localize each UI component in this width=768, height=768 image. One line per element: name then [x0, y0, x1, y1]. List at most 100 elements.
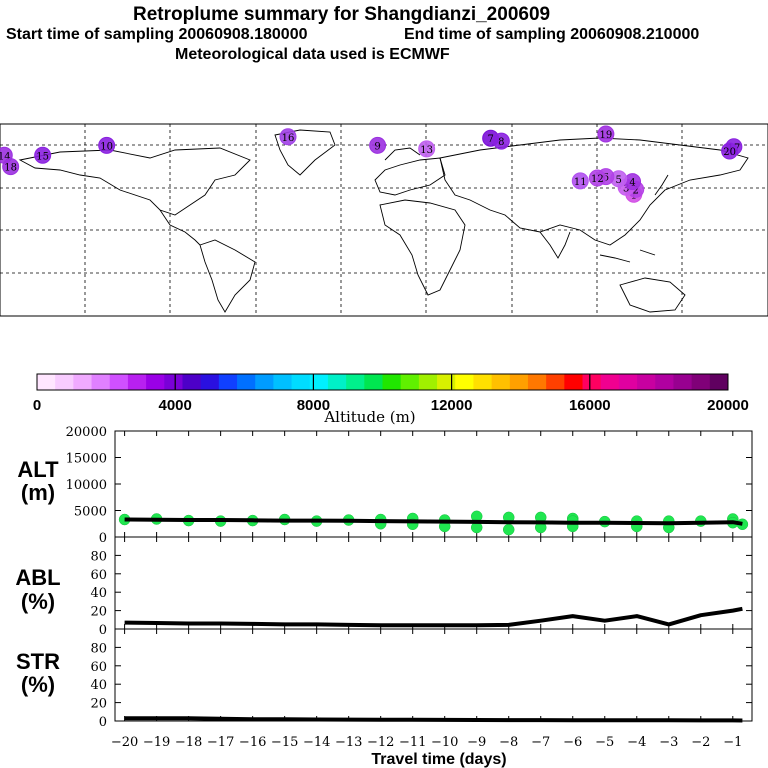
x-tick-label: −4: [627, 735, 646, 750]
colorbar-cell: [455, 374, 474, 390]
x-tick-label: −10: [431, 735, 458, 750]
colorbar-cell: [709, 374, 729, 390]
map-marker-15: 15: [34, 146, 52, 164]
colorbar-cell: [37, 374, 56, 390]
colorbar-tick-label: 0: [33, 397, 41, 414]
x-tick-label: −12: [367, 735, 394, 750]
colorbar-cell: [618, 374, 638, 390]
map-marker-label: 9: [374, 141, 380, 152]
map-marker-9: 9: [369, 136, 387, 154]
map-marker-18: 18: [2, 158, 20, 176]
alt-label-line1: ALT: [17, 457, 59, 482]
alt-series-line: [124, 517, 743, 526]
map-marker-dot: [571, 172, 589, 190]
map-marker-16: 16: [279, 128, 297, 146]
x-tick-label: −11: [399, 735, 426, 750]
colorbar-cell: [73, 374, 93, 390]
map-marker-label: 5: [615, 175, 621, 186]
time-series-panels: ALT (m) ABL (%) STR (%) 0 5000 10000 15000 2…: [15, 425, 753, 768]
colorbar-cell: [418, 374, 438, 390]
colorbar-tick-label: 16000: [569, 397, 611, 414]
y-tick-label: 0: [99, 623, 107, 638]
map-marker-4: 4: [624, 173, 642, 191]
colorbar-cell: [255, 374, 274, 390]
y-tick-label: 60: [90, 568, 107, 583]
x-tick-label: −8: [499, 735, 518, 750]
abl-label-line1: ABL: [15, 565, 60, 590]
map-marker-19: 19: [597, 125, 615, 143]
page-title: Retroplume summary for Shangdianzi_20060…: [133, 4, 551, 25]
str-panel-frame: [114, 628, 753, 722]
abl-panel-frame: [114, 536, 753, 630]
start-time-label: Start time of sampling 20060908.180000: [6, 26, 308, 43]
y-tick-label: 20: [90, 605, 107, 620]
map-marker-label: 2: [633, 185, 639, 196]
colorbar-tick-label: 12000: [431, 397, 473, 414]
map-marker-dot: [369, 136, 387, 154]
colorbar-cell: [364, 374, 383, 390]
map-marker-dot: [597, 125, 615, 143]
map-marker-label: 20: [723, 147, 736, 158]
map-marker-label: 4: [629, 178, 635, 189]
y-tick-label: 20000: [66, 425, 107, 440]
map-marker-dot: [2, 158, 20, 176]
colorbar-cell: [655, 374, 674, 390]
y-tick-label: 80: [90, 549, 107, 564]
colorbar-cell: [127, 374, 147, 390]
x-tick-label: −14: [303, 735, 330, 750]
map-marker-dot: [279, 128, 297, 146]
colorbar-cell: [400, 374, 420, 390]
map-marker-label: 14: [0, 151, 11, 162]
map-marker-10: 10: [98, 136, 116, 154]
y-tick-label: 60: [90, 660, 107, 675]
colorbar-cell: [291, 374, 311, 390]
colorbar-cell: [182, 374, 202, 390]
colorbar-cell: [164, 374, 183, 390]
map-marker-label: 18: [4, 163, 17, 174]
map-marker-11: 11: [571, 172, 589, 190]
colorbar-frame: [36, 373, 729, 391]
y-tick-label: 40: [90, 586, 107, 601]
map-marker-12: 12: [588, 169, 606, 187]
colorbar-cell: [473, 374, 493, 390]
map-marker-label: 15: [36, 151, 49, 162]
y-tick-label: 0: [99, 715, 107, 730]
colorbar-title: Altitude (m): [323, 408, 415, 426]
colorbar-cell: [382, 374, 402, 390]
colorbar-cell: [437, 374, 456, 390]
colorbar-cell: [146, 374, 165, 390]
colorbar-tick-label: 4000: [159, 397, 192, 414]
y-tick-label: 40: [90, 678, 107, 693]
map-marker-dot: [721, 142, 739, 160]
map-marker-20: 20: [721, 142, 739, 160]
alt-label-line2: (m): [21, 480, 55, 505]
x-tick-label: −9: [467, 735, 486, 750]
map-marker-8: 8: [492, 132, 510, 150]
colorbar-cell: [91, 374, 111, 390]
x-tick-label: −19: [143, 735, 170, 750]
colorbar: 0 4000 8000 12000 16000 20000 Altitude (m): [33, 373, 749, 426]
map-marker-dot: [418, 140, 436, 158]
x-tick-label: −6: [563, 735, 582, 750]
colorbar-tick-label: 8000: [297, 397, 330, 414]
y-tick-label: 80: [90, 641, 107, 656]
x-axis-title: Travel time (days): [371, 751, 506, 768]
map-marker-label: 8: [498, 137, 504, 148]
abl-label-line2: (%): [21, 589, 55, 614]
map-marker-label: 19: [599, 130, 612, 141]
x-tick-label: −13: [335, 735, 362, 750]
colorbar-cell: [673, 374, 693, 390]
map-marker-label: 3: [623, 183, 629, 194]
map-marker-label: 7: [487, 134, 493, 145]
x-tick-label: −7: [531, 735, 550, 750]
map-coastlines: [18, 129, 749, 313]
map-marker-label: 16: [282, 133, 295, 144]
x-tick-label: −17: [207, 735, 234, 750]
colorbar-tick-label: 20000: [707, 397, 749, 414]
y-tick-label: 15000: [66, 452, 107, 467]
colorbar-cell: [273, 374, 293, 390]
str-series-line: [124, 716, 743, 723]
map-marker-label: 12: [591, 174, 604, 185]
met-data-label: Meteorological data used is ECMWF: [175, 46, 450, 63]
